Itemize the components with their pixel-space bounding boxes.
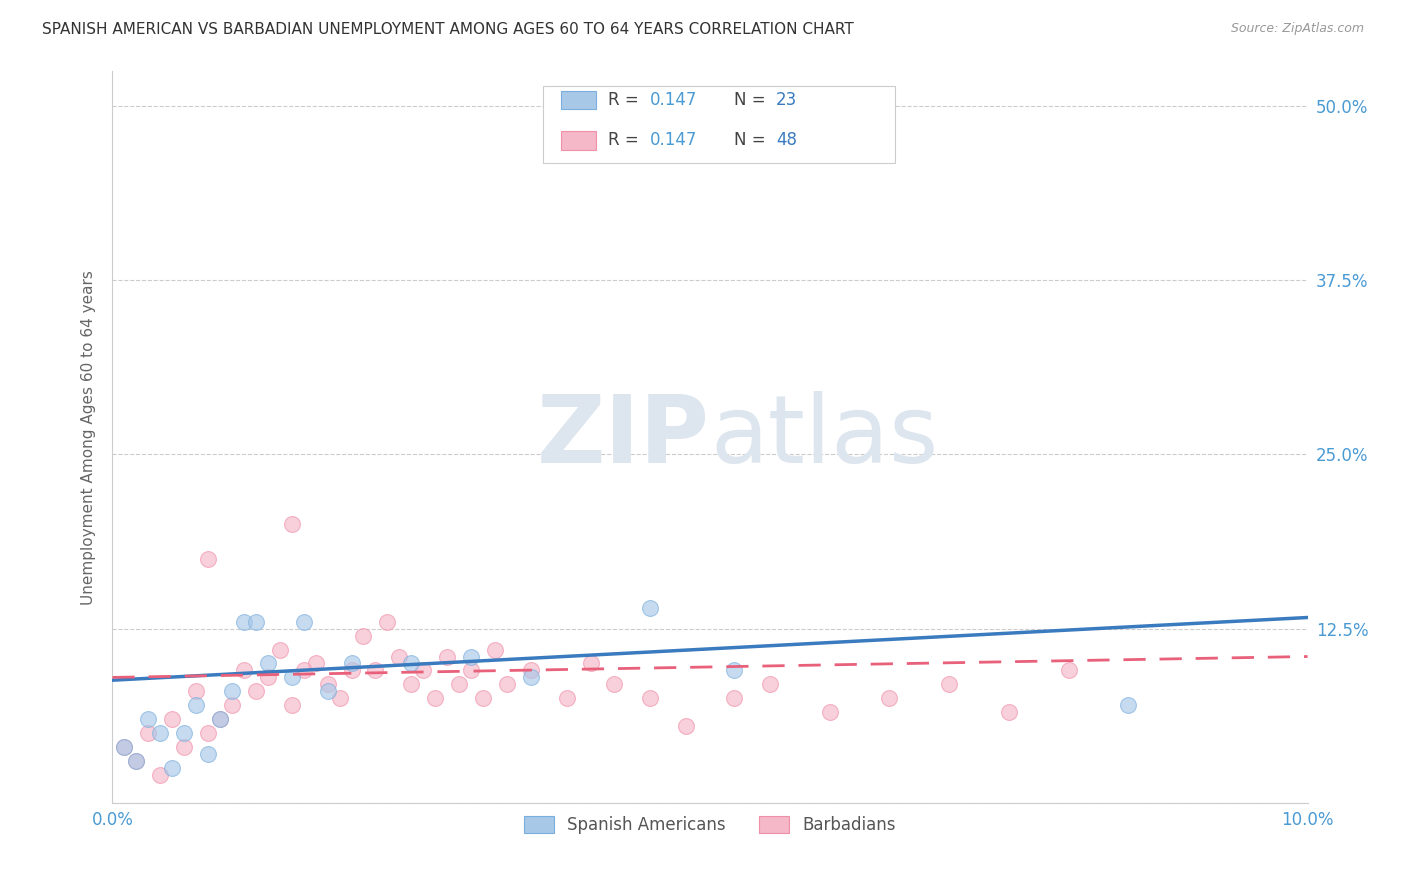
Point bbox=[425, 691, 447, 706]
Text: R =: R = bbox=[609, 91, 644, 109]
Point bbox=[484, 642, 506, 657]
Point bbox=[209, 712, 232, 726]
Point bbox=[292, 615, 315, 629]
Point bbox=[938, 677, 960, 691]
Point bbox=[173, 726, 195, 740]
Point bbox=[723, 691, 745, 706]
Point bbox=[245, 684, 267, 698]
Point bbox=[998, 705, 1021, 719]
Point bbox=[281, 517, 304, 532]
Point bbox=[245, 615, 267, 629]
Point bbox=[603, 677, 626, 691]
Text: 23: 23 bbox=[776, 91, 797, 109]
FancyBboxPatch shape bbox=[543, 86, 896, 163]
Point bbox=[449, 677, 471, 691]
Point bbox=[377, 615, 399, 629]
Point bbox=[401, 657, 423, 671]
Text: N =: N = bbox=[734, 131, 770, 149]
Point bbox=[221, 684, 243, 698]
Legend: Spanish Americans, Barbadians: Spanish Americans, Barbadians bbox=[516, 807, 904, 842]
Point bbox=[460, 649, 482, 664]
Point bbox=[233, 615, 256, 629]
Text: ZIP: ZIP bbox=[537, 391, 710, 483]
Point bbox=[269, 642, 291, 657]
Point bbox=[149, 726, 172, 740]
Point bbox=[496, 677, 519, 691]
Point bbox=[388, 649, 411, 664]
Point bbox=[759, 677, 782, 691]
Point bbox=[257, 670, 280, 684]
Point bbox=[723, 664, 745, 678]
Point bbox=[125, 754, 148, 768]
Point bbox=[209, 712, 232, 726]
Point bbox=[640, 691, 662, 706]
Text: N =: N = bbox=[734, 91, 770, 109]
Point bbox=[233, 664, 256, 678]
Point bbox=[138, 726, 160, 740]
Text: 48: 48 bbox=[776, 131, 797, 149]
Text: R =: R = bbox=[609, 131, 644, 149]
Point bbox=[520, 670, 543, 684]
Point bbox=[125, 754, 148, 768]
Text: 0.147: 0.147 bbox=[650, 131, 697, 149]
Point bbox=[329, 691, 352, 706]
Point bbox=[555, 691, 578, 706]
Point bbox=[114, 740, 135, 755]
Point bbox=[460, 664, 482, 678]
Point bbox=[340, 664, 363, 678]
FancyBboxPatch shape bbox=[561, 131, 596, 150]
Point bbox=[316, 684, 339, 698]
Text: 0.147: 0.147 bbox=[650, 91, 697, 109]
Point bbox=[221, 698, 243, 713]
Point bbox=[173, 740, 195, 755]
Point bbox=[197, 552, 219, 566]
Point bbox=[281, 698, 304, 713]
Point bbox=[818, 705, 841, 719]
Point bbox=[292, 664, 315, 678]
Point bbox=[1057, 664, 1080, 678]
Point bbox=[197, 747, 219, 761]
Point bbox=[412, 664, 434, 678]
Text: atlas: atlas bbox=[710, 391, 938, 483]
Point bbox=[340, 657, 363, 671]
Point bbox=[640, 600, 662, 615]
Point bbox=[472, 691, 495, 706]
Point bbox=[186, 684, 208, 698]
Point bbox=[257, 657, 280, 671]
Point bbox=[879, 691, 901, 706]
Point bbox=[162, 712, 183, 726]
Point bbox=[675, 719, 697, 733]
Point bbox=[197, 726, 219, 740]
Point bbox=[1118, 698, 1140, 713]
Point bbox=[114, 740, 135, 755]
Point bbox=[149, 768, 172, 782]
Point bbox=[316, 677, 339, 691]
Point bbox=[353, 629, 375, 643]
Y-axis label: Unemployment Among Ages 60 to 64 years: Unemployment Among Ages 60 to 64 years bbox=[80, 269, 96, 605]
Point bbox=[138, 712, 160, 726]
Point bbox=[520, 664, 543, 678]
Text: Source: ZipAtlas.com: Source: ZipAtlas.com bbox=[1230, 22, 1364, 36]
Point bbox=[281, 670, 304, 684]
Text: SPANISH AMERICAN VS BARBADIAN UNEMPLOYMENT AMONG AGES 60 TO 64 YEARS CORRELATION: SPANISH AMERICAN VS BARBADIAN UNEMPLOYME… bbox=[42, 22, 853, 37]
Point bbox=[401, 677, 423, 691]
Point bbox=[305, 657, 328, 671]
FancyBboxPatch shape bbox=[561, 91, 596, 110]
Point bbox=[364, 664, 387, 678]
Point bbox=[579, 657, 602, 671]
Point bbox=[186, 698, 208, 713]
Point bbox=[162, 761, 183, 775]
Point bbox=[436, 649, 458, 664]
